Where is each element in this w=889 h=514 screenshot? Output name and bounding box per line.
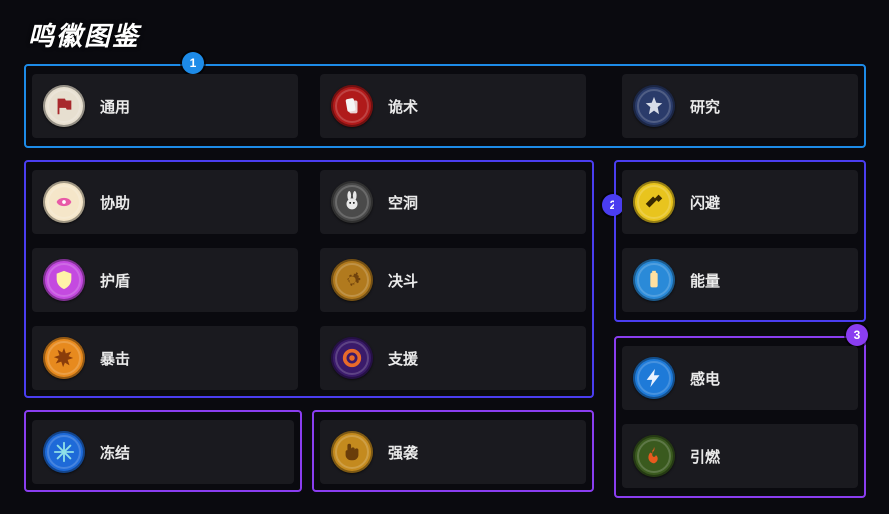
medal-item-label: 通用 [100,96,130,117]
medal-item-label: 诡术 [388,96,418,117]
juedou-icon [330,258,374,302]
medal-item-shanbi[interactable]: 闪避 [622,170,858,234]
yanjiu-icon [632,84,676,128]
medal-item-kongdong[interactable]: 空洞 [320,170,586,234]
qiangxi-icon [330,430,374,474]
medal-item-hudun[interactable]: 护盾 [32,248,298,312]
medal-item-yinran[interactable]: 引燃 [622,424,858,488]
baoji-icon [42,336,86,380]
gandian-icon [632,356,676,400]
medal-item-juedou[interactable]: 决斗 [320,248,586,312]
medal-item-xiezhu[interactable]: 协助 [32,170,298,234]
kongdong-icon [330,180,374,224]
guishu-icon [330,84,374,128]
medal-item-label: 强袭 [388,442,418,463]
medal-item-baoji[interactable]: 暴击 [32,326,298,390]
xiezhu-icon [42,180,86,224]
medal-item-zhiyuan[interactable]: 支援 [320,326,586,390]
hudun-icon [42,258,86,302]
shanbi-icon [632,180,676,224]
medal-item-qiangxi[interactable]: 强袭 [320,420,586,484]
medal-item-dongjie[interactable]: 冻结 [32,420,294,484]
medal-item-gandian[interactable]: 感电 [622,346,858,410]
medal-item-tongyong[interactable]: 通用 [32,74,298,138]
tongyong-icon [42,84,86,128]
zhiyuan-icon [330,336,374,380]
medal-item-yanjiu[interactable]: 研究 [622,74,858,138]
medal-item-label: 冻结 [100,442,130,463]
medal-item-label: 感电 [690,368,720,389]
medal-item-label: 能量 [690,270,720,291]
medal-item-guishu[interactable]: 诡术 [320,74,586,138]
group-badge-g1: 1 [182,52,204,74]
medal-item-label: 空洞 [388,192,418,213]
medal-item-label: 闪避 [690,192,720,213]
medal-item-label: 护盾 [100,270,130,291]
page-title: 鸣徽图鉴 [28,16,140,53]
group-badge-label: 2 [610,198,617,212]
group-badge-label: 1 [190,56,197,70]
group-badge-g2: 2 [602,194,624,216]
medal-item-label: 支援 [388,348,418,369]
medal-item-label: 引燃 [690,446,720,467]
medal-item-nengliang[interactable]: 能量 [622,248,858,312]
nengliang-icon [632,258,676,302]
group-badge-label: 3 [854,328,861,342]
yinran-icon [632,434,676,478]
medal-item-label: 协助 [100,192,130,213]
dongjie-icon [42,430,86,474]
group-badge-g3: 3 [846,324,868,346]
medal-item-label: 暴击 [100,348,130,369]
medal-item-label: 决斗 [388,270,418,291]
medal-item-label: 研究 [690,96,720,117]
